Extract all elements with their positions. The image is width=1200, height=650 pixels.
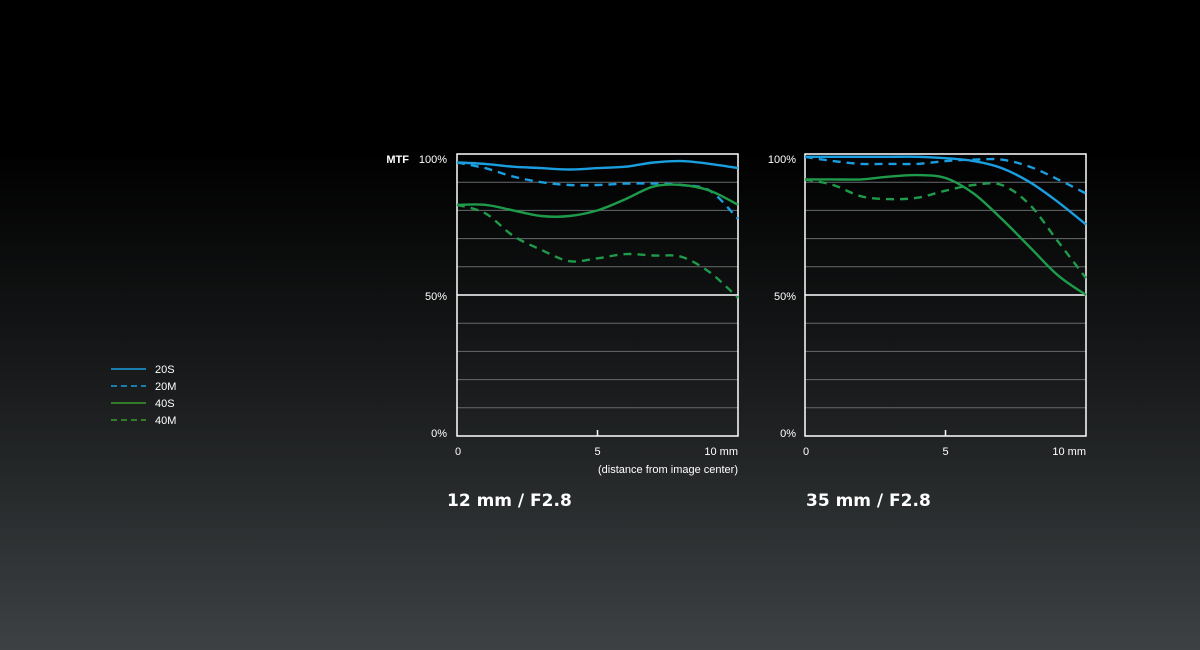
chart-12mm-x-tick-10: 10 mm [704, 446, 738, 458]
chart-35mm-series-40m [804, 178, 1087, 279]
chart-35mm-x-tick-10: 10 mm [1052, 446, 1086, 458]
chart-12mm-y-tick-50: 50% [425, 291, 447, 303]
chart-35mm-gridlines [805, 181, 1086, 409]
chart-12mm-series-20s [456, 159, 739, 171]
chart-12mm-series [456, 159, 739, 299]
chart-35mm-y-tick-50: 50% [774, 291, 796, 303]
chart-12mm-x-axis-note: (distance from image center) [598, 464, 738, 476]
chart-12mm-x-tick-0: 0 [455, 446, 461, 458]
legend-label-40m: 40M [155, 415, 176, 427]
chart-12mm-series-20m [456, 161, 739, 220]
legend-item-20m: 20M [111, 381, 176, 393]
chart-35mm-series-20m [804, 155, 1087, 195]
chart-12mm-series-40m [456, 203, 739, 299]
chart-12mm-y-tick-100: 100% [419, 154, 447, 166]
chart-12mm-y-tick-0: 0% [431, 428, 447, 440]
legend-label-20s: 20S [155, 364, 175, 376]
legend-item-40s: 40S [111, 398, 175, 410]
chart-35mm-x-tick-5: 5 [942, 446, 948, 458]
legend-item-40m: 40M [111, 415, 176, 427]
chart-12mm: 100% 50% 0% 0 5 10 mm (distance from ima… [419, 153, 739, 511]
chart-12mm-title: 12 mm / F2.8 [447, 491, 572, 511]
chart-12mm-x-tick-5: 5 [594, 446, 600, 458]
chart-35mm-y-tick-100: 100% [768, 154, 796, 166]
chart-35mm: 100% 50% 0% 0 5 10 mm 35 mm / F2.8 [768, 153, 1087, 511]
chart-35mm-title: 35 mm / F2.8 [806, 491, 931, 511]
legend: 20S 20M 40S 40M [111, 364, 176, 427]
chart-35mm-series-20s [805, 155, 1087, 226]
chart-12mm-series-40s [456, 183, 739, 218]
mtf-axis-label: MTF [386, 154, 409, 166]
chart-35mm-x-tick-0: 0 [803, 446, 809, 458]
chart-35mm-y-tick-0: 0% [780, 428, 796, 440]
chart-35mm-series-40s [804, 173, 1087, 296]
legend-label-20m: 20M [155, 381, 176, 393]
chart-12mm-gridlines [457, 181, 738, 409]
legend-label-40s: 40S [155, 398, 175, 410]
legend-item-20s: 20S [111, 364, 175, 376]
chart-35mm-series [804, 155, 1087, 296]
